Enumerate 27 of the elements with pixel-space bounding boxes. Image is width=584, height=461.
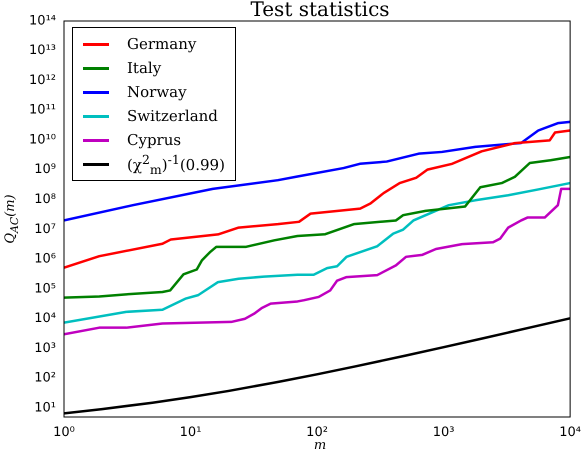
y-tick-label: 10⁵ bbox=[34, 281, 56, 296]
y-tick-label: 10⁶ bbox=[34, 252, 56, 267]
legend-label: Cyprus bbox=[127, 131, 182, 149]
x-tick-label: 10³ bbox=[432, 425, 454, 440]
y-tick-label: 10⁸ bbox=[34, 192, 56, 208]
x-tick-label: 10¹ bbox=[180, 425, 202, 440]
x-tick-label: 10⁴ bbox=[559, 425, 582, 440]
y-tick-label: 10¹³ bbox=[29, 43, 56, 58]
chart-title: Test statistics bbox=[249, 0, 391, 21]
legend-label: (χ$^{2}$$_{m}$)$^{-1}$(0.99) bbox=[127, 152, 225, 176]
y-tick-label: 10³ bbox=[34, 340, 56, 356]
legend-label: Norway bbox=[127, 83, 187, 101]
y-tick-label: 10¹¹ bbox=[29, 102, 56, 118]
y-tick-label: 10¹² bbox=[29, 72, 56, 88]
y-tick-label: 10⁴ bbox=[34, 311, 56, 326]
legend-label: Switzerland bbox=[127, 107, 218, 125]
legend-label: Germany bbox=[127, 35, 196, 53]
y-tick-label: 10¹⁰ bbox=[29, 132, 56, 148]
legend-label: Italy bbox=[127, 59, 162, 77]
y-tick-label: 10¹⁴ bbox=[29, 13, 56, 28]
y-tick-label: 10² bbox=[34, 370, 56, 386]
y-tick-label: 10¹ bbox=[34, 400, 56, 416]
y-tick-label: 10⁷ bbox=[34, 222, 56, 237]
x-axis-title: m bbox=[314, 438, 326, 453]
y-tick-label: 10⁹ bbox=[34, 162, 56, 178]
x-tick-label: 10⁰ bbox=[53, 425, 75, 440]
x-tick-label: 10² bbox=[306, 425, 328, 440]
